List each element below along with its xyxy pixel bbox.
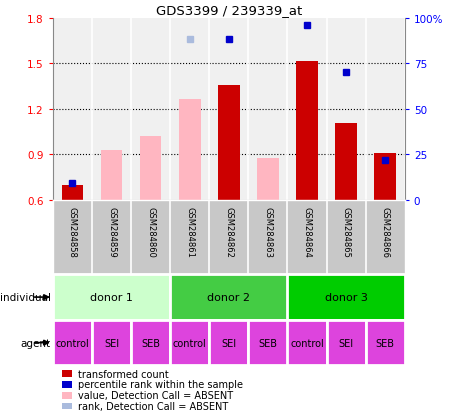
Text: agent: agent bbox=[21, 338, 50, 348]
Text: SEI: SEI bbox=[221, 338, 236, 348]
Text: control: control bbox=[56, 338, 89, 348]
Bar bbox=[92, 320, 131, 366]
Text: SEB: SEB bbox=[375, 338, 394, 348]
Text: SEB: SEB bbox=[258, 338, 277, 348]
Bar bbox=[257, 159, 278, 200]
Bar bbox=[374, 154, 395, 200]
Text: GSM284859: GSM284859 bbox=[107, 206, 116, 257]
Text: GSM284862: GSM284862 bbox=[224, 206, 233, 257]
Bar bbox=[296, 62, 317, 200]
Text: SEI: SEI bbox=[104, 338, 119, 348]
Text: percentile rank within the sample: percentile rank within the sample bbox=[78, 380, 242, 389]
Title: GDS3399 / 239339_at: GDS3399 / 239339_at bbox=[156, 5, 301, 17]
Bar bbox=[287, 320, 326, 366]
Bar bbox=[248, 320, 287, 366]
Bar bbox=[326, 320, 365, 366]
Bar bbox=[170, 320, 209, 366]
Text: individual: individual bbox=[0, 292, 50, 302]
Text: GSM284866: GSM284866 bbox=[380, 206, 389, 257]
Bar bbox=[53, 275, 170, 320]
Text: value, Detection Call = ABSENT: value, Detection Call = ABSENT bbox=[78, 390, 232, 400]
Text: GSM284865: GSM284865 bbox=[341, 206, 350, 257]
Text: GSM284861: GSM284861 bbox=[185, 206, 194, 257]
Bar bbox=[101, 150, 122, 200]
Text: SEI: SEI bbox=[338, 338, 353, 348]
Bar bbox=[131, 320, 170, 366]
Bar bbox=[179, 100, 200, 200]
Bar bbox=[170, 275, 287, 320]
Bar bbox=[140, 137, 161, 200]
Bar bbox=[218, 86, 239, 200]
Bar bbox=[365, 320, 404, 366]
Text: GSM284863: GSM284863 bbox=[263, 206, 272, 257]
Text: donor 2: donor 2 bbox=[207, 292, 250, 302]
Text: transformed count: transformed count bbox=[78, 369, 168, 379]
Text: donor 3: donor 3 bbox=[324, 292, 367, 302]
Bar bbox=[53, 320, 92, 366]
Text: donor 1: donor 1 bbox=[90, 292, 133, 302]
Bar bbox=[287, 275, 404, 320]
Bar bbox=[62, 186, 83, 200]
Text: GSM284858: GSM284858 bbox=[68, 206, 77, 257]
Text: control: control bbox=[173, 338, 206, 348]
Bar bbox=[209, 320, 248, 366]
Text: control: control bbox=[290, 338, 323, 348]
Text: GSM284860: GSM284860 bbox=[146, 206, 155, 257]
Text: rank, Detection Call = ABSENT: rank, Detection Call = ABSENT bbox=[78, 401, 228, 411]
Text: SEB: SEB bbox=[141, 338, 160, 348]
Text: GSM284864: GSM284864 bbox=[302, 206, 311, 257]
Bar bbox=[335, 124, 356, 200]
